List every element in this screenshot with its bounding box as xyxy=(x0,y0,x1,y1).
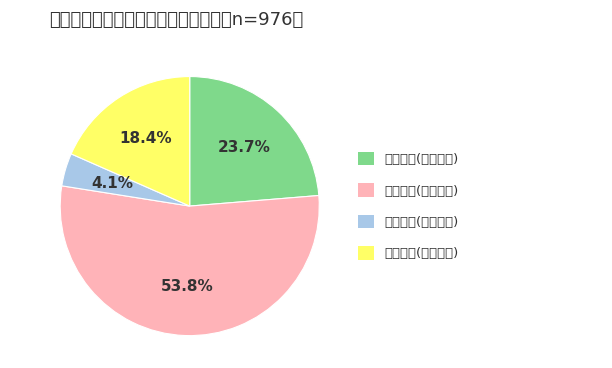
Text: テレワークへの関心と経験について（n=976）: テレワークへの関心と経験について（n=976） xyxy=(49,11,303,29)
Wedge shape xyxy=(60,186,319,336)
Text: 4.1%: 4.1% xyxy=(92,176,133,191)
Wedge shape xyxy=(71,77,190,206)
Wedge shape xyxy=(190,77,319,206)
Wedge shape xyxy=(62,154,190,206)
Text: 53.8%: 53.8% xyxy=(160,279,213,294)
Text: 18.4%: 18.4% xyxy=(119,131,172,146)
Legend: 興味あり(経験あり), 興味あり(経験なし), 興味なし(経験あり), 興味なし(経験なし): 興味あり(経験あり), 興味あり(経験なし), 興味なし(経験あり), 興味なし… xyxy=(358,152,459,260)
Text: 23.7%: 23.7% xyxy=(218,139,271,155)
